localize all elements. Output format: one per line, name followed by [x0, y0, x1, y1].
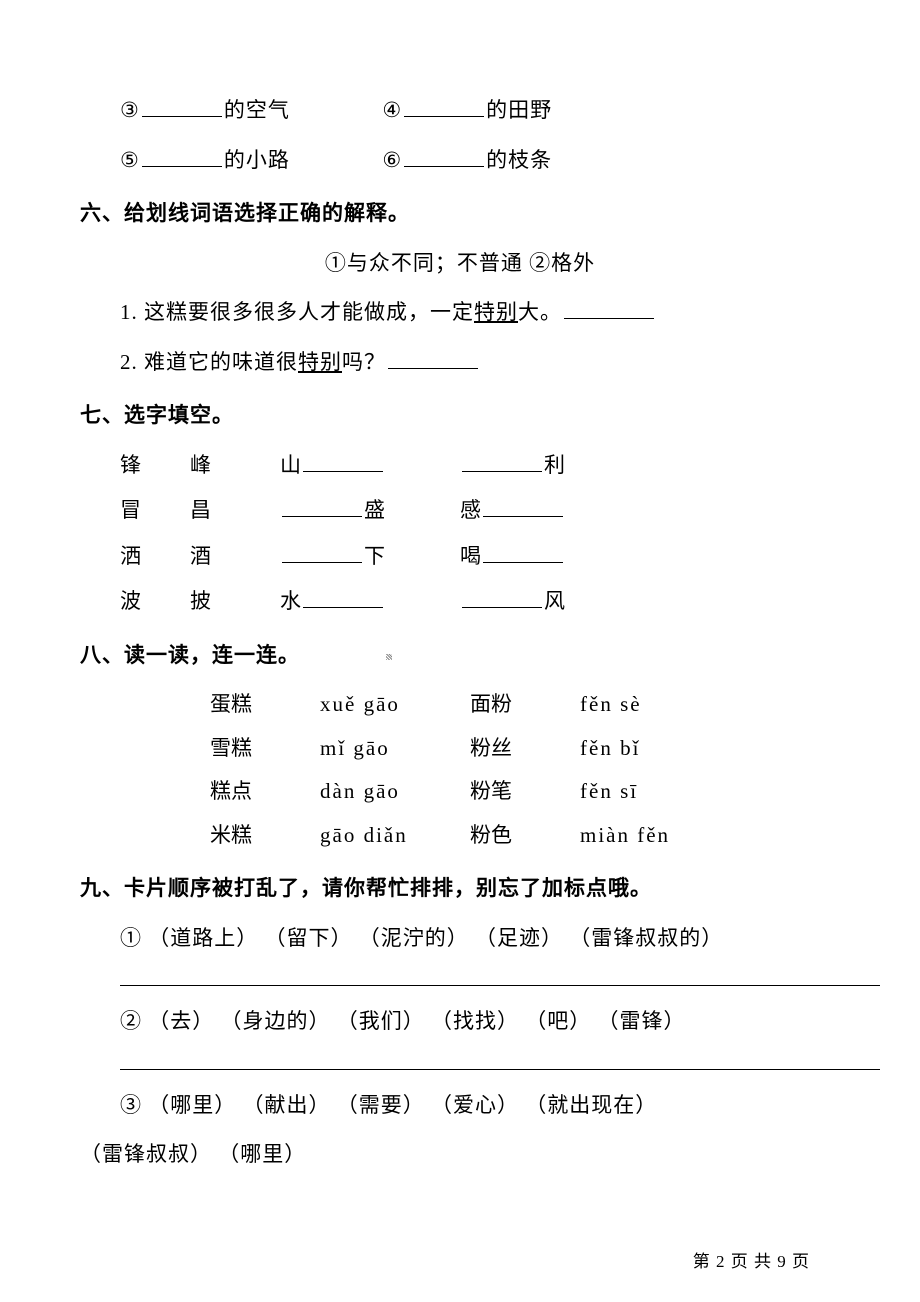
page-pre: 第	[693, 1252, 716, 1271]
q1-pre: 1. 这糕要很多很多人才能做成，一定	[120, 300, 474, 324]
blank[interactable]	[303, 586, 383, 608]
blank[interactable]	[404, 145, 484, 167]
s7-a: 冒	[120, 495, 190, 527]
match-row-3: 糕点 dàn gāo 粉笔 fěn sī	[80, 776, 840, 808]
fill-line-1: ③ 的空气 ④ 的田野	[80, 95, 840, 127]
q2-pre: 2. 难道它的味道很	[120, 350, 298, 374]
fill-tail-3: 的空气	[224, 98, 290, 122]
blank[interactable]	[282, 495, 362, 517]
answer-line[interactable]	[120, 984, 880, 986]
match-row-2: 雪糕 mǐ gāo 粉丝 fěn bǐ	[80, 733, 840, 765]
section9-q3a: ③ （哪里） （献出） （需要） （爱心） （就出现在）	[80, 1090, 840, 1122]
match-w2: 粉丝	[470, 733, 580, 765]
page: ③ 的空气 ④ 的田野 ⑤ 的小路 ⑥ 的枝条 六、给划线词语选择正确的解释。 ①与众不…	[0, 0, 920, 1302]
match-w2: 面粉	[470, 689, 580, 721]
match-w2: 粉色	[470, 820, 580, 852]
match-w1: 米糕	[210, 820, 320, 852]
s7-right-pre: 感	[460, 498, 481, 522]
blank[interactable]	[462, 586, 542, 608]
blank[interactable]	[564, 297, 654, 319]
blank[interactable]	[462, 450, 542, 472]
s7-left-post: 盛	[364, 498, 385, 522]
answer-line[interactable]	[120, 1068, 880, 1070]
section6-options: ①与众不同；不普通 ②格外	[80, 248, 840, 280]
match-p1: dàn gāo	[320, 776, 470, 808]
blank[interactable]	[142, 145, 222, 167]
decorative-dot-icon	[386, 654, 392, 660]
match-p1: mǐ gāo	[320, 733, 470, 765]
match-row-4: 米糕 gāo diǎn 粉色 miàn fěn	[80, 820, 840, 852]
section9-q1: ① （道路上） （留下） （泥泞的） （足迹） （雷锋叔叔的）	[80, 923, 840, 955]
section9-heading: 九、卡片顺序被打乱了，请你帮忙排排，别忘了加标点哦。	[80, 873, 840, 905]
match-w1: 糕点	[210, 776, 320, 808]
s7-b: 昌	[190, 495, 280, 527]
s7-right-pre: 喝	[460, 544, 481, 568]
section6-heading: 六、给划线词语选择正确的解释。	[80, 198, 840, 230]
s7-row-2: 冒 昌 盛 感	[80, 495, 840, 527]
blank[interactable]	[303, 450, 383, 472]
s7-left-pre: 水	[280, 589, 301, 613]
section7-heading: 七、选字填空。	[80, 400, 840, 432]
fill-tail-4: 的田野	[486, 98, 552, 122]
match-p2: fěn bǐ	[580, 733, 740, 765]
match-p2: miàn fěn	[580, 820, 740, 852]
s7-right-post: 风	[544, 589, 565, 613]
s7-row-3: 洒 酒 下 喝	[80, 541, 840, 573]
s7-right-post: 利	[544, 453, 565, 477]
match-p1: xuě gāo	[320, 689, 470, 721]
blank[interactable]	[483, 495, 563, 517]
q1-post: 大。	[518, 300, 562, 324]
fill-line-2: ⑤ 的小路 ⑥ 的枝条	[80, 145, 840, 177]
fill-num-6: ⑥	[382, 148, 402, 172]
s7-a: 锋	[120, 450, 190, 482]
s7-b: 酒	[190, 541, 280, 573]
match-row-1: 蛋糕 xuě gāo 面粉 fěn sè	[80, 689, 840, 721]
page-current: 2	[716, 1252, 726, 1271]
match-w1: 蛋糕	[210, 689, 320, 721]
blank[interactable]	[282, 541, 362, 563]
page-mid: 页 共	[726, 1252, 778, 1271]
blank[interactable]	[404, 95, 484, 117]
section8-heading-text: 八、读一读，连一连。	[80, 643, 300, 667]
fill-tail-5: 的小路	[224, 148, 290, 172]
s7-b: 峰	[190, 450, 280, 482]
fill-num-3: ③	[120, 98, 140, 122]
fill-num-4: ④	[382, 98, 402, 122]
page-footer: 第 2 页 共 9 页	[693, 1249, 810, 1275]
q2-underlined: 特别	[298, 350, 342, 374]
section6-q1: 1. 这糕要很多很多人才能做成，一定特别大。	[80, 297, 840, 329]
page-post: 页	[787, 1252, 810, 1271]
match-w1: 雪糕	[210, 733, 320, 765]
s7-a: 洒	[120, 541, 190, 573]
match-w2: 粉笔	[470, 776, 580, 808]
q2-post: 吗？	[342, 350, 386, 374]
s7-a: 波	[120, 586, 190, 618]
fill-tail-6: 的枝条	[486, 148, 552, 172]
s7-row-1: 锋 峰 山 利	[80, 450, 840, 482]
match-p1: gāo diǎn	[320, 820, 470, 852]
section9-q2: ② （去） （身边的） （我们） （找找） （吧） （雷锋）	[80, 1006, 840, 1038]
q1-underlined: 特别	[474, 300, 518, 324]
page-total: 9	[777, 1252, 787, 1271]
s7-left-post: 下	[364, 544, 385, 568]
blank[interactable]	[483, 541, 563, 563]
s7-left-pre: 山	[280, 453, 301, 477]
s7-row-4: 波 披 水 风	[80, 586, 840, 618]
match-p2: fěn sè	[580, 689, 740, 721]
fill-num-5: ⑤	[120, 148, 140, 172]
s7-b: 披	[190, 586, 280, 618]
blank[interactable]	[142, 95, 222, 117]
section8-heading: 八、读一读，连一连。	[80, 640, 840, 672]
section6-q2: 2. 难道它的味道很特别吗？	[80, 347, 840, 379]
match-p2: fěn sī	[580, 776, 740, 808]
blank[interactable]	[388, 347, 478, 369]
section9-q3b: （雷锋叔叔） （哪里）	[80, 1139, 840, 1171]
